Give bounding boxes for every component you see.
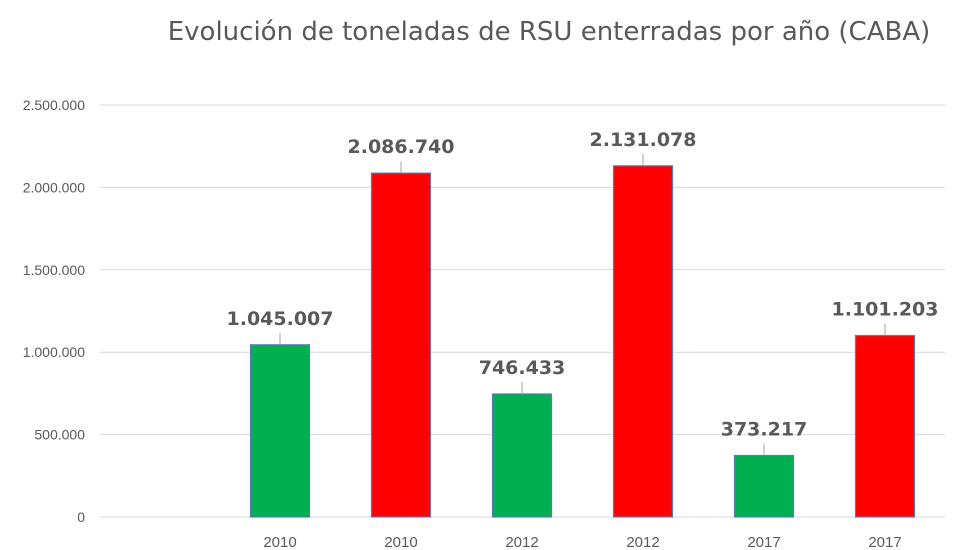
- y-tick-label: 500.000: [34, 427, 85, 443]
- bar: [491, 393, 553, 518]
- bar: [854, 334, 916, 518]
- data-label: 2.131.078: [590, 129, 697, 151]
- data-label: 1.101.203: [832, 299, 939, 321]
- y-tick-label: 2.000.000: [23, 179, 85, 195]
- x-tick-label: 2010: [384, 534, 417, 550]
- y-tick-label: 1.000.000: [23, 344, 85, 360]
- y-tick-label: 1.500.000: [23, 262, 85, 278]
- x-tick-label: 2012: [505, 534, 538, 550]
- y-tick-label: 2.500.000: [23, 97, 85, 113]
- bar: [370, 172, 432, 518]
- bar: [249, 344, 311, 518]
- bar: [733, 454, 795, 518]
- x-tick-label: 2017: [868, 534, 901, 550]
- y-tick-label: 0: [77, 509, 85, 525]
- gridlines: [100, 104, 945, 518]
- x-tick-label: 2017: [747, 534, 780, 550]
- y-axis-ticks: 0 500.000 1.000.000 1.500.000 2.000.000 2.500…: [23, 97, 86, 525]
- data-label: 746.433: [479, 357, 566, 379]
- chart-title: Evolución de toneladas de RSU enterradas…: [168, 17, 931, 47]
- x-tick-label: 2010: [263, 534, 296, 550]
- data-label: 1.045.007: [227, 308, 334, 330]
- x-axis-ticks: 2010 2010 2012 2012 2017 2017: [263, 534, 901, 550]
- bars: [249, 165, 916, 518]
- data-label: 2.086.740: [348, 136, 455, 158]
- data-labels: 1.045.007 2.086.740 746.433 2.131.078 373.21…: [227, 129, 939, 456]
- data-label: 373.217: [721, 418, 808, 440]
- x-tick-label: 2012: [626, 534, 659, 550]
- bar: [612, 165, 674, 518]
